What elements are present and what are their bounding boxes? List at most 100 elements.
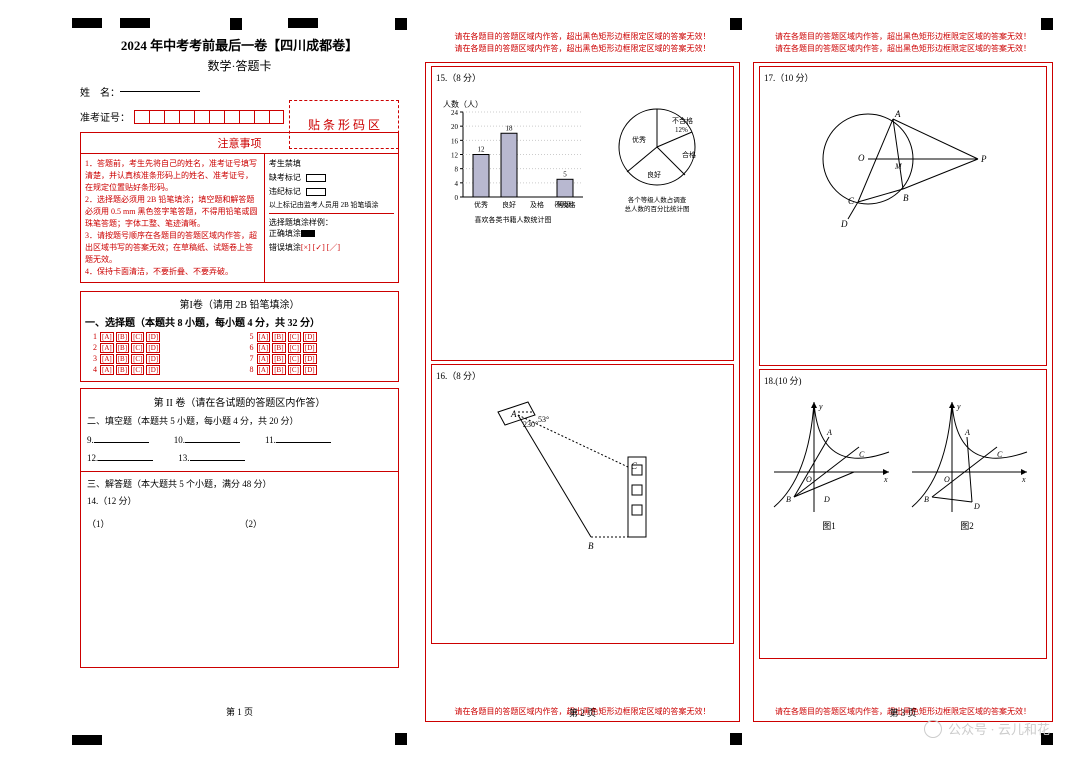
- svg-text:A: A: [894, 109, 901, 119]
- svg-text:16: 16: [451, 137, 459, 145]
- page-footer-2: 第 2 页: [569, 706, 596, 719]
- svg-text:O: O: [806, 475, 812, 484]
- reg-mark: [72, 735, 102, 745]
- page-footer-3: 第 3 页: [889, 706, 916, 719]
- svg-text:4: 4: [455, 180, 459, 188]
- svg-text:各个等级人数占调查: 各个等级人数占调查: [628, 195, 687, 204]
- id-boxes[interactable]: [134, 110, 284, 124]
- warn: 请在各题目的答题区域内作答，超出黑色矩形边框限定区域的答案无效！: [426, 31, 739, 43]
- warn: 请在各题目的答题区域内作答，超出黑色矩形边框限定区域的答案无效！: [754, 43, 1052, 55]
- q16-diagram: A 230° 53° C B: [483, 387, 683, 557]
- svg-text:良好: 良好: [502, 200, 516, 209]
- absent-label: 缺考标记: [269, 172, 301, 183]
- notice-right: 考生禁填 缺考标记 违纪标记 以上标记由监考人员用 2B 铅笔填涂 选择题填涂样…: [265, 154, 398, 282]
- name-field[interactable]: [120, 91, 200, 92]
- q15-box: 15.（8 分） 人数（人） 04812162024 12优秀18良好及格5不及…: [431, 66, 734, 361]
- svg-text:B: B: [903, 193, 909, 203]
- svg-text:及格: 及格: [530, 200, 544, 209]
- svg-text:8: 8: [455, 166, 459, 174]
- bar-chart: 人数（人） 04812162024 12优秀18良好及格5不及格 喜欢各类书籍人…: [438, 97, 588, 227]
- svg-text:C: C: [859, 450, 865, 459]
- reg-mark: [72, 18, 102, 28]
- svg-text:D: D: [973, 502, 980, 511]
- reg-mark: [730, 733, 742, 745]
- warn: 请在各题目的答题区域内作答，超出黑色矩形边框限定区域的答案无效！: [754, 31, 1052, 43]
- wrong-marks: [×] [✓] [／]: [301, 242, 340, 253]
- svg-text:A: A: [964, 428, 970, 437]
- reg-mark: [730, 18, 742, 30]
- name-label: 姓 名：: [80, 84, 120, 99]
- violate-box[interactable]: [306, 188, 326, 196]
- wrong-label: 错误填涂: [269, 242, 301, 253]
- svg-text:喜欢各类书籍人数统计图: 喜欢各类书籍人数统计图: [475, 215, 552, 224]
- svg-text:5: 5: [563, 170, 567, 178]
- svg-text:20: 20: [451, 123, 459, 131]
- svg-text:人数（人）: 人数（人）: [443, 99, 483, 109]
- page-subtitle: 数学·答题卡: [72, 57, 407, 74]
- fill-12: 12.: [87, 453, 98, 463]
- q16-label: 16.（8 分）: [436, 369, 729, 382]
- fig2-label: 图2: [902, 519, 1032, 532]
- svg-text:B: B: [588, 541, 594, 551]
- fill-blank[interactable]: [98, 460, 153, 461]
- name-row: 姓 名：: [80, 84, 407, 99]
- fill-blank[interactable]: [190, 460, 245, 461]
- note: 以上标记由监考人员用 2B 铅笔填涂: [269, 200, 394, 210]
- pie-chart: 不合格 12% 合格 良好 优秀 各个等级人数占调查 总人数的百分比统计图: [597, 97, 727, 227]
- svg-text:D: D: [840, 219, 848, 229]
- fill-13: 13.: [178, 453, 189, 463]
- svg-text:优秀: 优秀: [474, 200, 488, 209]
- wechat-icon: [924, 720, 942, 738]
- svg-text:C: C: [848, 196, 855, 206]
- svg-text:12%: 12%: [675, 126, 688, 134]
- fill-blank[interactable]: [276, 442, 331, 443]
- fig1-label: 图1: [764, 519, 894, 532]
- q14-2: （2）: [240, 517, 263, 530]
- notice-title: 注意事项: [81, 133, 398, 154]
- svg-text:C: C: [997, 450, 1003, 459]
- svg-text:18: 18: [506, 124, 514, 132]
- reg-mark: [288, 18, 318, 28]
- notice-items: 1．答题前，考生先将自己的姓名，准考证号填写清楚，并认真核准条形码上的姓名、准考…: [81, 154, 265, 282]
- correct-label: 正确填涂: [269, 228, 301, 239]
- absent-box[interactable]: [306, 174, 326, 182]
- fill-title: 二、填空题（本题共 5 小题，每小题 4 分，共 20 分）: [87, 414, 392, 427]
- mc-grid[interactable]: 1 [A][B][C][D]5 [A][B][C][D]2 [A][B][C][…: [85, 329, 394, 377]
- q14-label: 14.（12 分）: [87, 494, 392, 507]
- fill-10: 10.: [174, 435, 185, 445]
- svg-text:B: B: [786, 495, 791, 504]
- svg-text:O: O: [944, 475, 950, 484]
- fill-blank[interactable]: [185, 442, 240, 443]
- fill-blank[interactable]: [94, 442, 149, 443]
- q14-1: （1）: [87, 517, 240, 530]
- svg-text:总人数的百分比统计图: 总人数的百分比统计图: [625, 204, 690, 213]
- svg-text:合格: 合格: [682, 150, 696, 159]
- q15-label: 15.（8 分）: [436, 71, 729, 84]
- svg-text:230°: 230°: [523, 420, 538, 429]
- reg-mark: [395, 733, 407, 745]
- svg-text:12: 12: [478, 146, 486, 154]
- warn: 请在各题目的答题区域内作答，超出黑色矩形边框限定区域的答案无效！: [426, 43, 739, 55]
- svg-text:x: x: [1021, 475, 1026, 484]
- svg-text:B: B: [924, 495, 929, 504]
- ans-title: 三、解答题（本大题共 5 个小题，满分 48 分）: [87, 477, 392, 490]
- violate-label: 违纪标记: [269, 186, 301, 197]
- q18-fig1: O x y A C B D: [764, 397, 894, 517]
- svg-text:D: D: [823, 495, 830, 504]
- notice-block: 注意事项 1．答题前，考生先将自己的姓名，准考证号填写清楚，并认真核准条形码上的…: [80, 132, 399, 283]
- filled-sample: [301, 230, 315, 237]
- fill-11: 11.: [265, 435, 276, 445]
- answer-sheet: 2024 年中考考前最后一卷【四川成都卷】 数学·答题卡 姓 名： 准考证号： …: [0, 0, 1080, 763]
- q17-geom: O A P B C D M: [803, 89, 1003, 239]
- q18-box: 18.(10 分) O x y: [759, 369, 1047, 659]
- column-2: 请在各题目的答题区域内作答，超出黑色矩形边框限定区域的答案无效！ 请在各题目的答…: [425, 62, 740, 722]
- part2-box: 第 II 卷（请在各试题的答题区内作答） 二、填空题（本题共 5 小题，每小题 …: [80, 388, 399, 668]
- svg-text:A: A: [826, 428, 832, 437]
- part2-header: 第 II 卷（请在各试题的答题区内作答）: [87, 394, 392, 409]
- column-3: 请在各题目的答题区域内作答，超出黑色矩形边框限定区域的答案无效！ 请在各题目的答…: [753, 62, 1053, 722]
- reg-mark: [120, 18, 150, 28]
- svg-text:P: P: [980, 154, 987, 164]
- svg-text:M: M: [894, 162, 903, 171]
- svg-text:24: 24: [451, 109, 459, 117]
- svg-text:（等级）: （等级）: [550, 200, 578, 209]
